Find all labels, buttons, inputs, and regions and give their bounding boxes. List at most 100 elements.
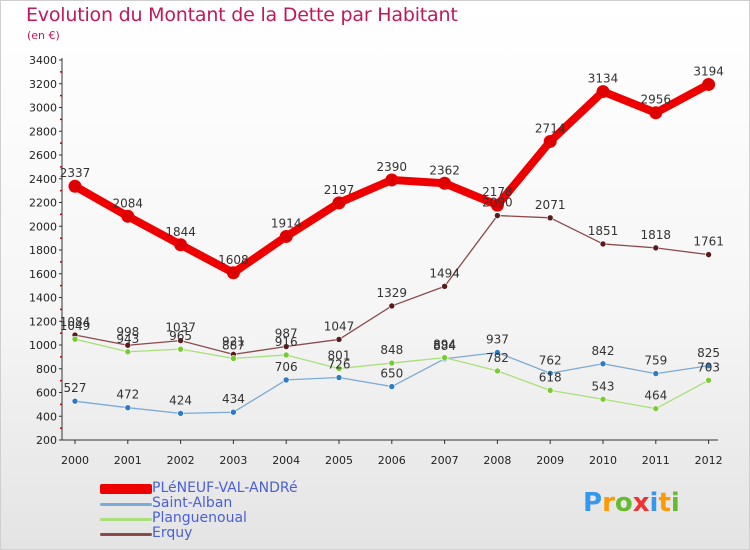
data-point <box>282 376 290 384</box>
y-tick-label: 2000 <box>29 220 57 233</box>
data-point <box>705 362 712 370</box>
data-point <box>543 134 557 148</box>
data-point <box>385 173 399 187</box>
data-point <box>230 408 237 416</box>
data-point <box>230 355 237 362</box>
y-tick-label: 1400 <box>29 292 57 305</box>
y-tick-label: 3200 <box>29 78 57 91</box>
data-point <box>546 214 554 222</box>
legend-swatch-planguenoual <box>100 518 152 521</box>
data-point <box>599 360 607 368</box>
data-label: 618 <box>539 370 562 384</box>
x-tick-label: 2007 <box>431 454 459 467</box>
data-label: 1818 <box>641 228 672 242</box>
data-label: 848 <box>380 343 403 357</box>
data-point <box>177 345 184 353</box>
data-point <box>388 302 396 310</box>
data-point <box>599 395 607 403</box>
logo-letter: r <box>602 488 615 518</box>
data-point <box>494 212 501 219</box>
y-tick-label: 400 <box>36 410 57 423</box>
data-label: 943 <box>116 332 139 346</box>
data-label: 825 <box>697 346 720 360</box>
logo-letter: P <box>583 488 603 518</box>
data-label: 2178 <box>482 185 513 199</box>
labels-layer: 2337 2084 1844 1608 1914 2197 2390 2362 2178 2714… <box>60 64 724 407</box>
y-tick-label: 1600 <box>29 268 57 281</box>
data-point <box>71 335 79 343</box>
legend-label-erquy: Erquy <box>152 525 193 541</box>
data-label: 3194 <box>693 64 724 78</box>
data-point <box>494 367 501 375</box>
data-point <box>649 106 663 120</box>
y-tick-label: 1200 <box>29 315 57 328</box>
data-label: 434 <box>222 392 245 406</box>
data-label: 2071 <box>535 198 566 212</box>
data-point <box>335 374 343 381</box>
data-point <box>121 209 135 223</box>
data-label: 1844 <box>165 225 196 239</box>
data-label: 801 <box>328 349 351 363</box>
data-point <box>282 351 290 359</box>
data-label: 543 <box>592 379 615 393</box>
data-point <box>335 365 343 372</box>
data-point <box>596 85 610 99</box>
proxiti-logo: Proxiti <box>583 488 680 518</box>
data-point <box>332 196 346 210</box>
data-point <box>226 266 240 280</box>
data-point <box>68 179 82 193</box>
y-tick-label: 1000 <box>29 339 57 352</box>
legend-swatch-saint-alban <box>100 503 152 506</box>
data-label: 937 <box>486 332 509 346</box>
legend-label-planguenoual: Planguenoual <box>152 510 247 526</box>
data-label: 2362 <box>429 163 460 177</box>
data-label: 759 <box>644 354 667 368</box>
data-point <box>279 229 293 243</box>
data-label: 1914 <box>271 216 302 230</box>
x-tick-label: 2008 <box>483 454 511 467</box>
data-label: 424 <box>169 393 192 407</box>
data-point <box>438 176 452 190</box>
data-label: 726 <box>328 358 351 372</box>
legend-swatch-erquy <box>100 533 152 536</box>
y-tick-label: 3000 <box>29 102 57 115</box>
data-label: 1049 <box>60 319 91 333</box>
data-label: 2390 <box>377 160 408 174</box>
data-label: 3134 <box>588 72 619 86</box>
y-tick-label: 2200 <box>29 197 57 210</box>
data-point <box>388 359 396 367</box>
data-label: 998 <box>116 325 139 339</box>
data-point <box>441 354 448 361</box>
x-tick-label: 2010 <box>589 454 617 467</box>
y-tick-label: 2800 <box>29 125 57 138</box>
data-point <box>652 244 660 252</box>
logo-letter: x <box>632 488 650 518</box>
logo-letter: o <box>614 488 633 518</box>
data-label: 1851 <box>588 224 619 238</box>
data-point <box>599 240 607 248</box>
x-tick-label: 2004 <box>272 454 300 467</box>
data-label: 2337 <box>60 166 91 180</box>
y-tick-label: 800 <box>36 363 57 376</box>
data-point <box>124 341 132 349</box>
x-tick-label: 2011 <box>642 454 670 467</box>
logo-letter: i <box>649 488 659 518</box>
data-label: 1494 <box>429 266 460 280</box>
data-point <box>546 387 554 394</box>
data-label: 706 <box>275 360 298 374</box>
data-point <box>705 376 712 384</box>
data-point <box>652 370 660 377</box>
x-tick-label: 2000 <box>61 454 89 467</box>
data-label: 464 <box>644 389 667 403</box>
y-tick-label: 3400 <box>29 54 57 67</box>
data-label: 2714 <box>535 121 566 135</box>
data-label: 472 <box>116 388 139 402</box>
data-label: 987 <box>275 327 298 341</box>
data-point <box>124 404 132 412</box>
data-label: 1329 <box>377 286 408 300</box>
x-tick-label: 2002 <box>167 454 195 467</box>
data-label: 1761 <box>693 235 724 249</box>
axes: 200 400 600 800 1000 1200 1400 1600 1800 2000 2200… <box>29 54 723 467</box>
data-label: 894 <box>433 338 456 352</box>
